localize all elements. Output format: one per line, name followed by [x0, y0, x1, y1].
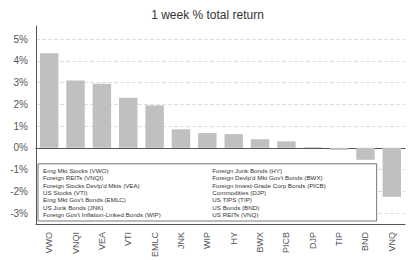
svg-text:Foreign Gov't Inflation-Linked: Foreign Gov't Inflation-Linked Bonds (WI… — [43, 211, 161, 218]
svg-text:Foreign REITs (VNQI): Foreign REITs (VNQI) — [43, 174, 103, 181]
svg-text:US Junk Bonds (JNK): US Junk Bonds (JNK) — [43, 204, 103, 211]
svg-text:US REITs (VNQ): US REITs (VNQ) — [212, 211, 258, 218]
svg-text:US Stocks (VTI): US Stocks (VTI) — [43, 189, 87, 196]
svg-text:Commodities (DJP): Commodities (DJP) — [212, 189, 266, 196]
svg-text:-3%: -3% — [10, 208, 28, 219]
svg-text:TIP: TIP — [334, 232, 344, 246]
svg-text:VNQ: VNQ — [387, 232, 397, 252]
svg-text:Foreign Devlp'd Mkt Gov't Bond: Foreign Devlp'd Mkt Gov't Bonds (BWX) — [212, 174, 322, 181]
svg-text:VEA: VEA — [97, 232, 107, 250]
svg-text:US TIPS (TIP): US TIPS (TIP) — [212, 196, 252, 203]
svg-text:EMLC: EMLC — [150, 232, 160, 258]
svg-text:4%: 4% — [14, 55, 29, 66]
svg-text:BND: BND — [360, 232, 370, 252]
svg-text:1%: 1% — [14, 121, 29, 132]
svg-text:PICB: PICB — [281, 232, 291, 253]
svg-text:-1%: -1% — [10, 164, 28, 175]
svg-text:1 week % total return: 1 week % total return — [151, 8, 264, 22]
svg-text:-2%: -2% — [10, 186, 28, 197]
svg-text:BWX: BWX — [255, 232, 265, 253]
svg-text:0%: 0% — [14, 142, 29, 153]
svg-text:HY: HY — [229, 232, 239, 245]
svg-text:Emg Mkt Stocks (VWO): Emg Mkt Stocks (VWO) — [43, 167, 108, 174]
svg-text:Foreign Junk Bonds (HY): Foreign Junk Bonds (HY) — [212, 167, 282, 174]
svg-text:US Bonds (BND): US Bonds (BND) — [212, 204, 259, 211]
svg-text:WIP: WIP — [202, 232, 212, 249]
svg-text:5%: 5% — [14, 34, 29, 45]
svg-text:DJP: DJP — [308, 232, 318, 249]
svg-text:VTI: VTI — [123, 232, 133, 246]
svg-text:VWO: VWO — [44, 232, 54, 254]
svg-text:JNK: JNK — [176, 232, 186, 249]
svg-text:Emg Mkt Gov't Bonds (EMLC): Emg Mkt Gov't Bonds (EMLC) — [43, 196, 126, 203]
svg-text:Foreign Invest-Grade Corp Bond: Foreign Invest-Grade Corp Bonds (PICB) — [212, 182, 325, 189]
svg-text:Foreign Stocks Devlp'd Mkts (V: Foreign Stocks Devlp'd Mkts (VEA) — [43, 182, 140, 189]
svg-text:2%: 2% — [14, 99, 29, 110]
svg-text:VNQI: VNQI — [71, 232, 81, 254]
svg-text:3%: 3% — [14, 77, 29, 88]
